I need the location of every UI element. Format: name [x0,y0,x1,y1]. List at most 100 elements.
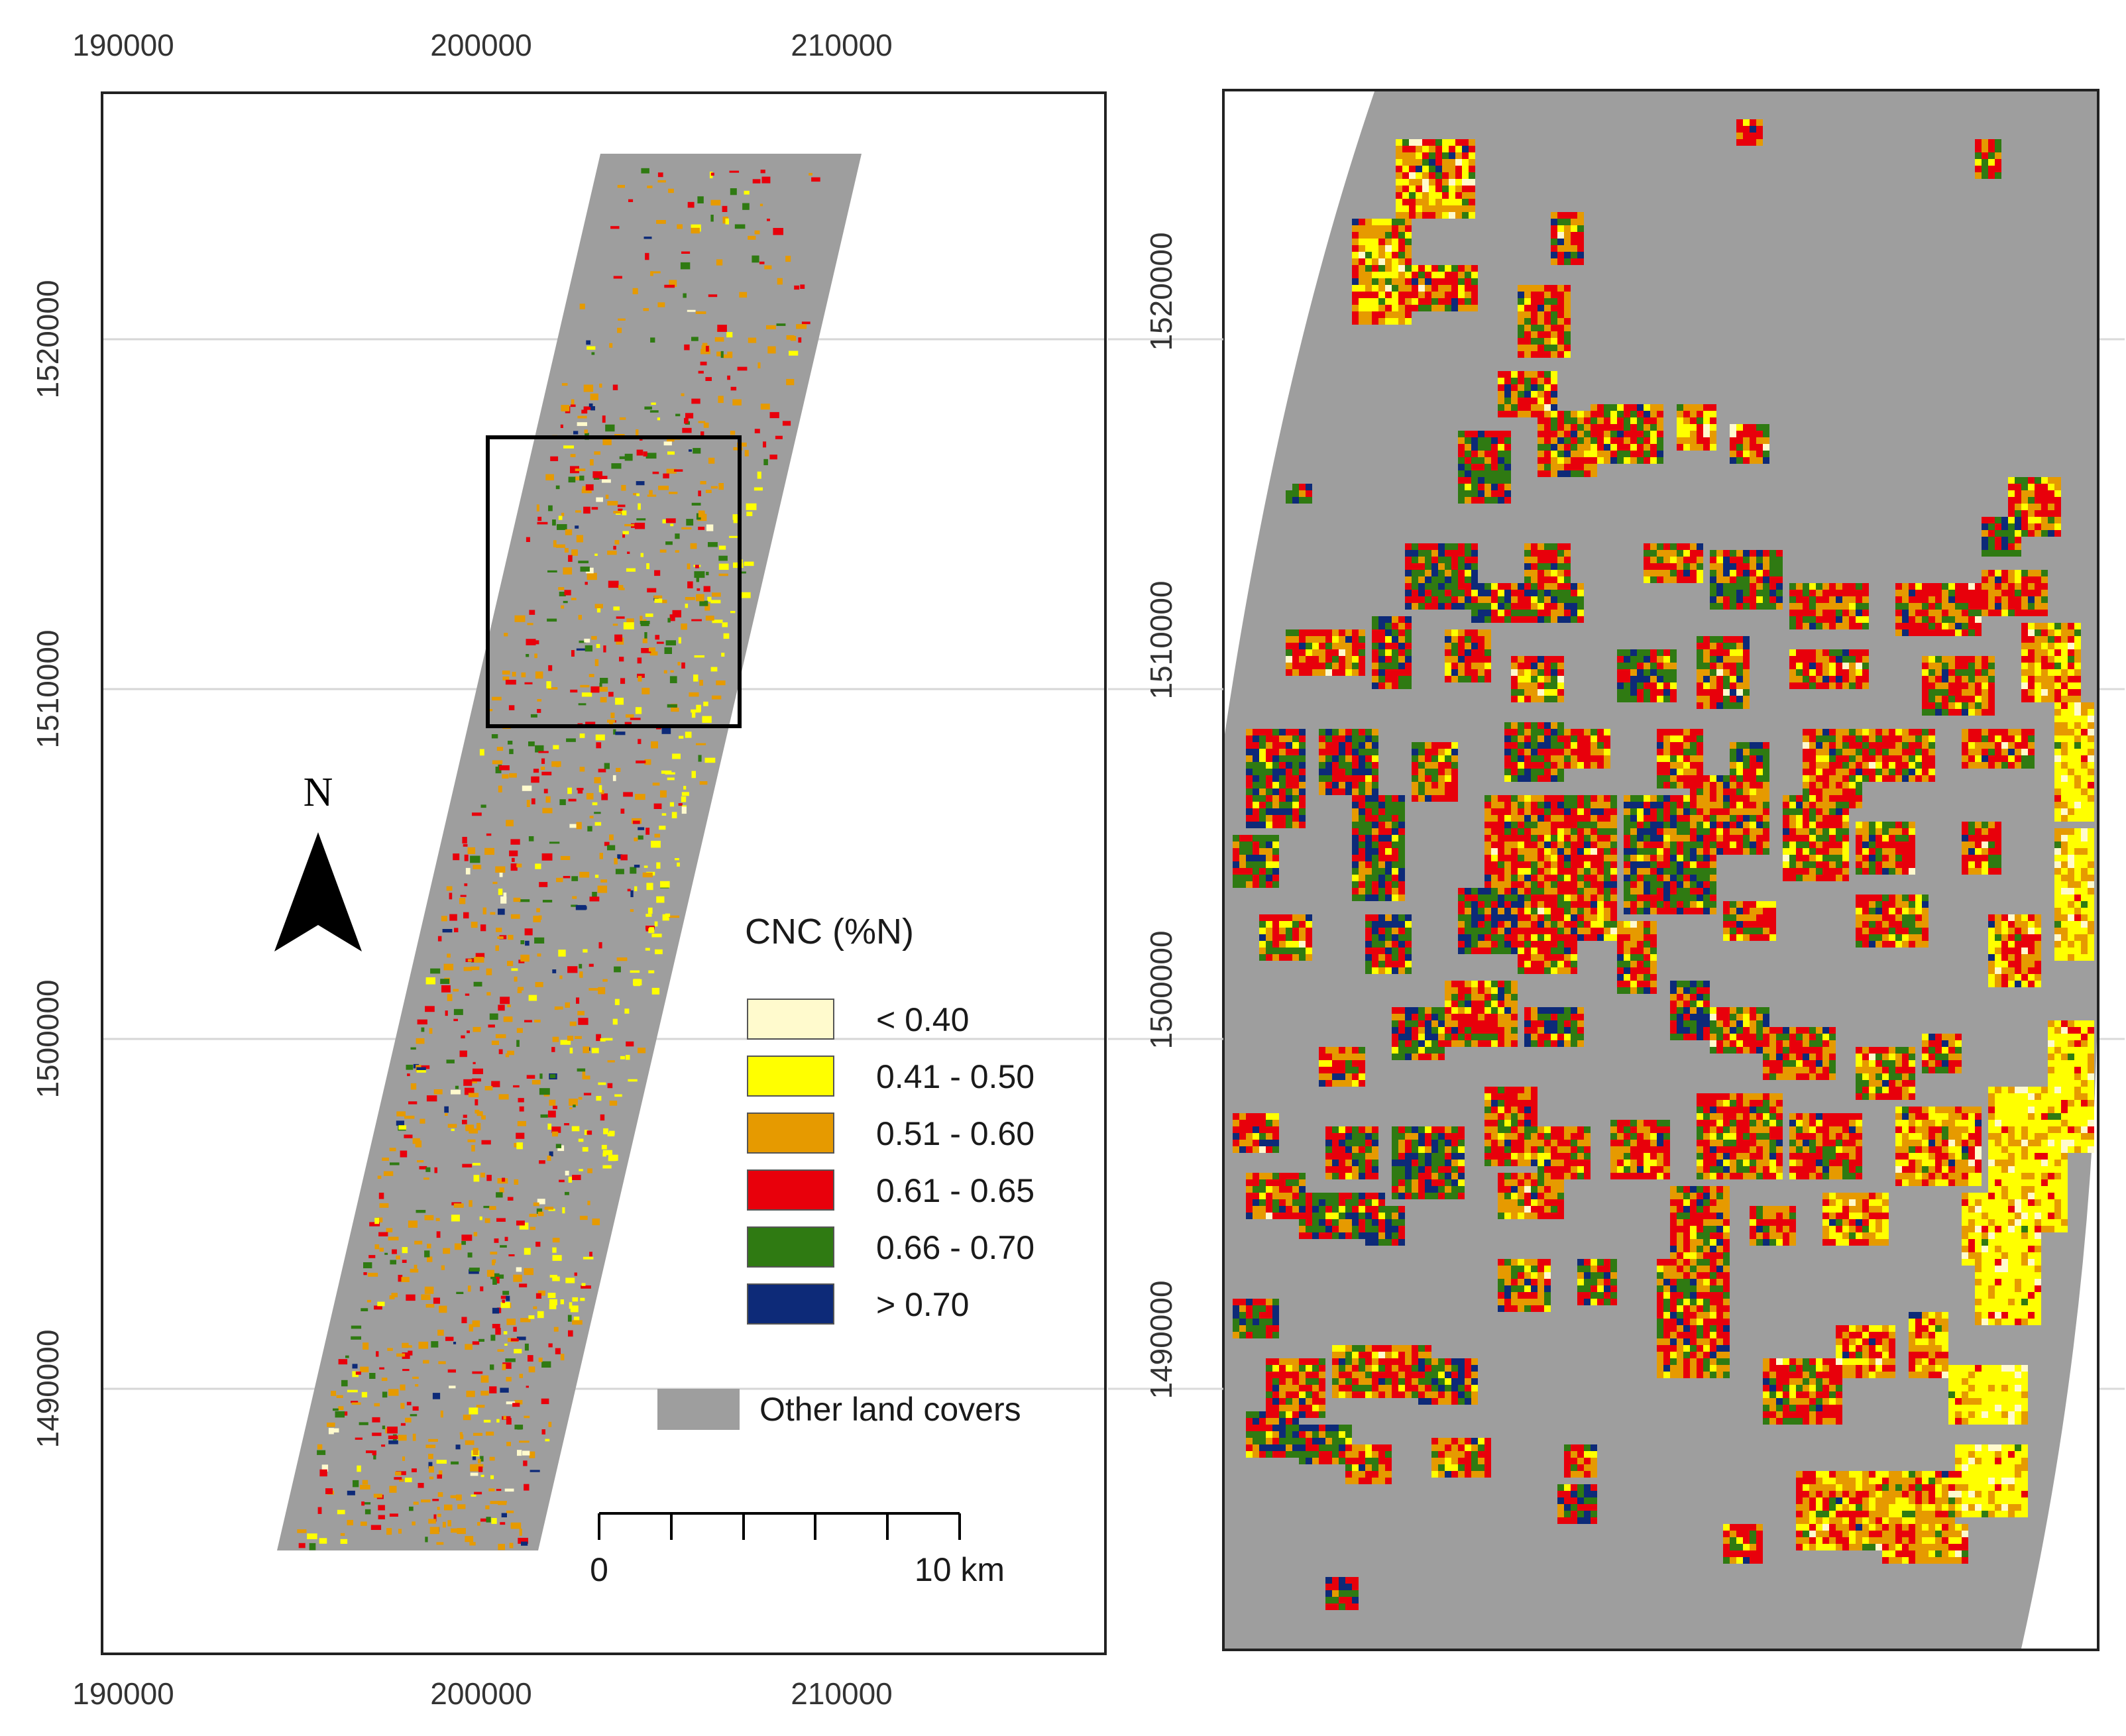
parcel-pixel [1266,848,1272,855]
swath-pixel [677,661,681,666]
parcel-pixel [2048,510,2054,517]
parcel-pixel [1518,298,1524,305]
parcel-pixel [1710,696,1716,702]
parcel-pixel [1982,139,1988,146]
parcel-pixel [1557,245,1564,252]
parcel-pixel [1822,649,1829,656]
parcel-pixel [1259,835,1266,841]
parcel-pixel [1266,875,1272,881]
parcel-pixel [1723,576,1730,583]
parcel-pixel [1750,590,1756,596]
parcel-pixel [1445,576,1451,583]
parcel-pixel [1849,616,1856,623]
parcel-pixel [1683,543,1690,550]
parcel-pixel [1697,682,1703,689]
parcel-pixel [1750,133,1756,139]
parcel-pixel [1458,570,1465,576]
swath-pixel [475,953,485,958]
parcel-pixel [1332,663,1339,669]
parcel-pixel [1465,305,1471,311]
swath-pixel [682,427,692,433]
parcel-pixel [1484,583,1491,590]
parcel-pixel [1743,457,1750,464]
parcel-pixel [2048,484,2054,490]
swath-pixel [654,834,660,838]
parcel-pixel [1597,411,1604,417]
parcel-pixel [1690,424,1697,431]
parcel-pixel [1478,656,1484,663]
parcel-pixel [1272,749,1279,755]
parcel-pixel [1584,762,1591,769]
parcel-pixel [1246,815,1253,822]
parcel-pixel [1822,676,1829,682]
parcel-pixel [1286,497,1292,504]
swath-pixel [584,1130,588,1135]
parcel-pixel [1398,835,1405,841]
parcel-pixel [1449,152,1455,159]
parcel-pixel [1538,451,1544,457]
parcel-pixel [1557,318,1564,325]
parcel-pixel [1445,603,1451,610]
parcel-pixel [1577,822,1584,828]
swath-pixel [374,1218,379,1224]
parcel-pixel [1299,729,1306,735]
parcel-pixel [1392,682,1398,689]
parcel-pixel [1716,682,1723,689]
parcel-pixel [1451,669,1458,676]
parcel-pixel [1551,808,1557,815]
parcel-pixel [1617,417,1624,424]
parcel-pixel [1445,669,1451,676]
parcel-pixel [1915,610,1922,616]
parcel-pixel [1683,424,1690,431]
legend-swatch-other-land-covers [657,1389,740,1430]
parcel-pixel [1538,610,1544,616]
parcel-pixel [2041,523,2048,530]
parcel-pixel [1604,424,1610,431]
swath-pixel [504,1236,508,1241]
parcel-pixel [1551,570,1557,576]
parcel-pixel [1710,557,1716,563]
parcel-pixel [1392,318,1398,325]
parcel-pixel [1591,417,1597,424]
parcel-pixel [1683,775,1690,782]
swath-pixel [463,1114,467,1118]
parcel-pixel [1816,729,1822,735]
parcel-pixel [1557,689,1564,696]
swath-pixel [524,1484,530,1491]
parcel-pixel [1551,576,1557,583]
parcel-pixel [1524,292,1531,298]
parcel-pixel [2028,497,2035,504]
parcel-pixel [1405,232,1412,239]
parcel-pixel [1909,769,1915,775]
parcel-pixel [1372,808,1378,815]
parcel-pixel [1325,755,1332,762]
parcel-pixel [1372,848,1378,855]
swath-pixel [596,497,603,502]
swath-pixel [459,1050,467,1058]
parcel-pixel [1544,550,1551,557]
parcel-pixel [1730,590,1736,596]
parcel-pixel [1325,742,1332,749]
swath-pixel [559,799,566,806]
parcel-pixel [1462,199,1469,205]
parcel-pixel [1422,159,1429,166]
parcel-pixel [1518,696,1524,702]
parcel-pixel [2041,484,2048,490]
parcel-pixel [2054,729,2061,735]
parcel-pixel [1524,351,1531,358]
parcel-pixel [1577,729,1584,735]
swath-pixel [541,1429,545,1435]
parcel-pixel [1359,258,1365,265]
swath-pixel [425,1537,428,1543]
parcel-pixel [1577,795,1584,802]
swath-pixel [366,1299,371,1303]
parcel-pixel [1743,643,1750,649]
parcel-pixel [2015,590,2021,596]
parcel-pixel [2054,656,2061,663]
parcel-pixel [1557,663,1564,669]
parcel-pixel [1378,848,1385,855]
parcel-pixel [1352,881,1359,888]
parcel-pixel [1564,815,1571,822]
swath-pixel [446,886,453,891]
parcel-pixel [1962,676,1968,682]
